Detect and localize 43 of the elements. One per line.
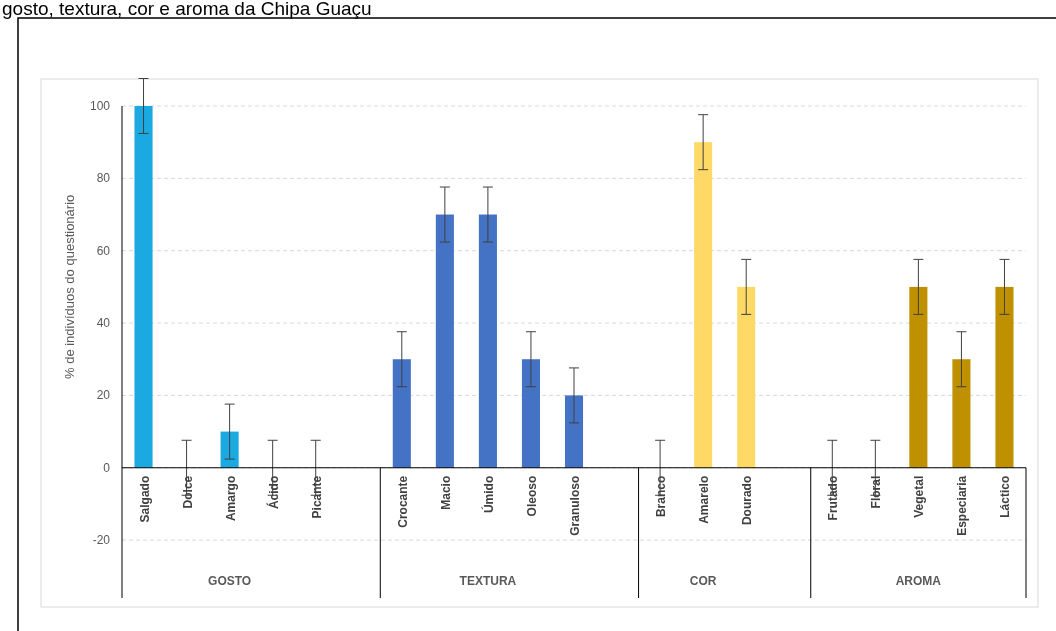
bar: [435, 214, 454, 468]
bar: [392, 359, 411, 468]
bar: [952, 359, 971, 468]
annotation: GOSTO: [208, 574, 252, 588]
bar: [995, 286, 1014, 468]
x-tick-label: Picante: [309, 475, 324, 519]
x-tick-label: Amargo: [223, 475, 238, 522]
y-tick-label: 60: [96, 243, 111, 258]
y-tick-label: 40: [96, 316, 111, 331]
x-tick-label: Floral: [869, 475, 884, 509]
x-tick-label: Dourado: [740, 475, 755, 526]
bar: [694, 142, 713, 468]
x-tick-label: Úmido: [480, 475, 496, 514]
bar: [478, 214, 497, 468]
x-tick-label: Oleoso: [524, 475, 539, 517]
x-tick-label: Granuloso: [568, 475, 582, 536]
y-axis-title: % de indivíduos do questionário: [62, 194, 77, 380]
x-tick-label: Láctico: [998, 475, 1013, 518]
y-tick-label: 0: [103, 460, 111, 475]
bar: [737, 286, 756, 468]
y-tick-label: 100: [89, 99, 111, 113]
y-tick-label: 20: [96, 388, 111, 403]
annotation: AROMA: [895, 574, 942, 588]
x-tick-label: Macio: [438, 475, 453, 510]
bar: [134, 106, 153, 468]
x-tick-label: Ácido: [265, 475, 281, 510]
y-tick-label: 80: [96, 171, 111, 186]
y-tick-label: -20: [92, 533, 111, 548]
chart-title: gosto, textura, cor e aroma da Chipa Guaçu: [2, 0, 372, 19]
x-tick-label: Dolce: [180, 475, 195, 509]
bar: [909, 286, 928, 468]
x-tick-label: Frutado: [826, 475, 841, 521]
annotation: COR: [689, 574, 717, 588]
x-tick-label: Salgado: [137, 475, 152, 523]
bar: [220, 431, 239, 468]
annotation: TEXTURA: [459, 574, 517, 588]
bar: [521, 359, 540, 468]
x-tick-label: Crocante: [395, 475, 410, 528]
x-tick-label: Amarelo: [697, 475, 712, 524]
x-tick-label: Vegetal: [912, 475, 927, 518]
bar: [564, 395, 584, 468]
x-tick-label: Branco: [654, 475, 669, 518]
x-tick-label: Especiaria: [955, 475, 970, 536]
